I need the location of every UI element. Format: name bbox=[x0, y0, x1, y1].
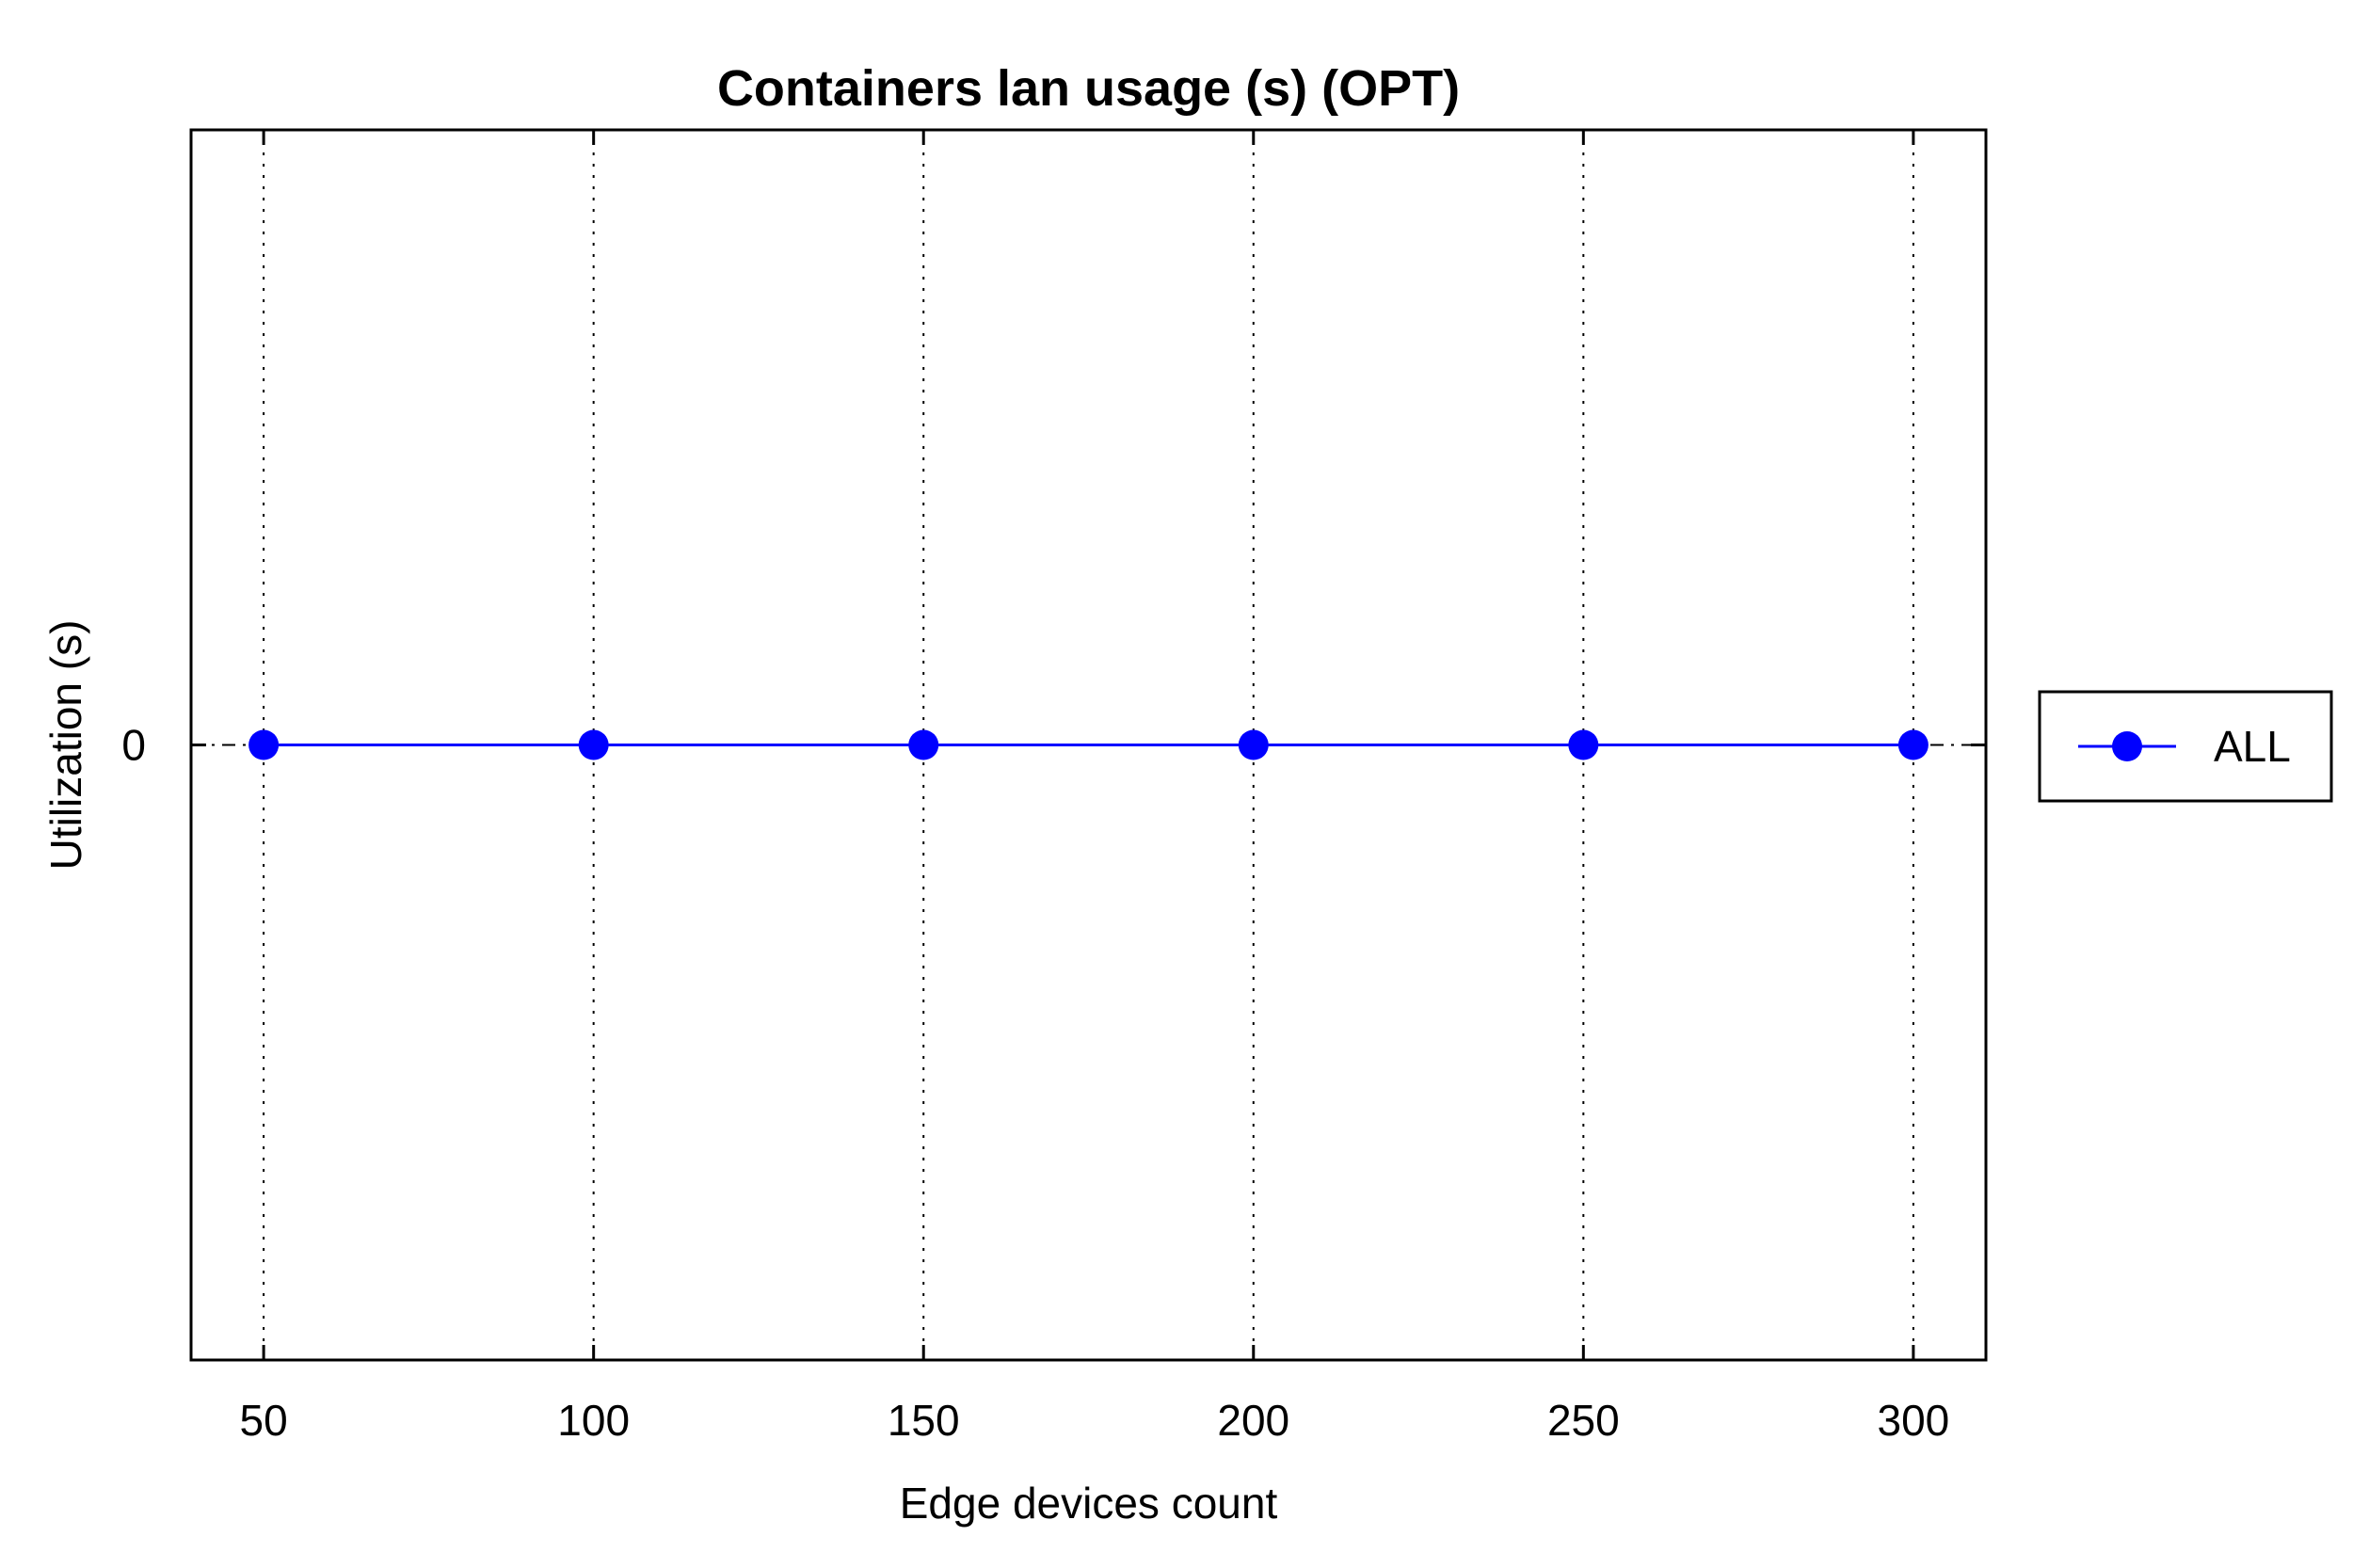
y-axis-label: Utilization (s) bbox=[41, 620, 90, 871]
legend-marker-icon bbox=[2112, 731, 2142, 761]
x-tick-label-4: 250 bbox=[1547, 1396, 1620, 1445]
grid-lines bbox=[263, 130, 1914, 1360]
data-point-0-5 bbox=[1897, 729, 1929, 760]
axis-ticks: 50 100 150 200 250 300 0 bbox=[121, 130, 1986, 1445]
legend: ALL bbox=[2038, 690, 2333, 803]
legend-label-all: ALL bbox=[2214, 722, 2291, 771]
y-tick-label-0: 0 bbox=[121, 721, 146, 770]
chart-title: Containers lan usage (s) (OPT) bbox=[717, 60, 1460, 117]
data-point-0-3 bbox=[1238, 729, 1269, 760]
x-tick-label-3: 200 bbox=[1217, 1396, 1289, 1445]
series-layer bbox=[248, 729, 1929, 760]
x-tick-label-1: 100 bbox=[557, 1396, 630, 1445]
x-tick-label-5: 300 bbox=[1878, 1396, 1950, 1445]
data-point-0-4 bbox=[1568, 729, 1599, 760]
x-tick-label-2: 150 bbox=[888, 1396, 960, 1445]
data-point-0-0 bbox=[248, 729, 280, 760]
x-axis-label: Edge devices count bbox=[900, 1479, 1278, 1528]
data-point-0-2 bbox=[908, 729, 939, 760]
x-tick-label-0: 50 bbox=[240, 1396, 288, 1445]
data-point-0-1 bbox=[578, 729, 609, 760]
